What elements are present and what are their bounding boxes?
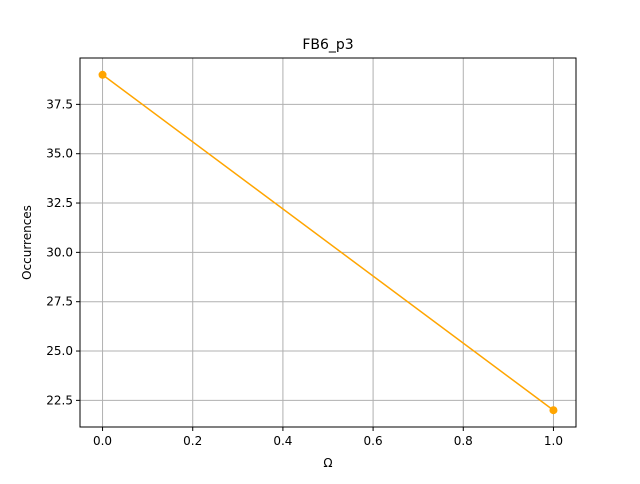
data-point-marker [549, 406, 558, 415]
chart-title: FB6_p3 [302, 37, 353, 53]
x-axis-title: Ω [323, 456, 332, 470]
x-tick-label: 0.4 [273, 434, 292, 448]
y-tick-label: 30.0 [46, 245, 73, 259]
y-tick-label: 27.5 [46, 295, 73, 309]
y-axis-title: Occurrences [20, 205, 34, 280]
grid [80, 58, 576, 427]
axis-ticks: 0.0 0.2 0.4 0.6 0.8 1.0 22.5 25.0 27.5 30.0 32.5 35… [46, 97, 563, 448]
plot-data [98, 70, 558, 415]
data-point-marker [98, 70, 107, 79]
x-tick-label: 0.6 [364, 434, 383, 448]
x-tick-label: 0.8 [454, 434, 473, 448]
y-tick-label: 32.5 [46, 196, 73, 210]
y-tick-label: 35.0 [46, 147, 73, 161]
y-tick-label: 25.0 [46, 344, 73, 358]
x-tick-label: 1.0 [544, 434, 563, 448]
x-tick-label: 0.0 [93, 434, 112, 448]
series-line [102, 74, 554, 411]
plot-frame [79, 57, 577, 428]
y-tick-label: 37.5 [46, 97, 73, 111]
y-tick-label: 22.5 [46, 393, 73, 407]
x-tick-label: 0.2 [183, 434, 202, 448]
